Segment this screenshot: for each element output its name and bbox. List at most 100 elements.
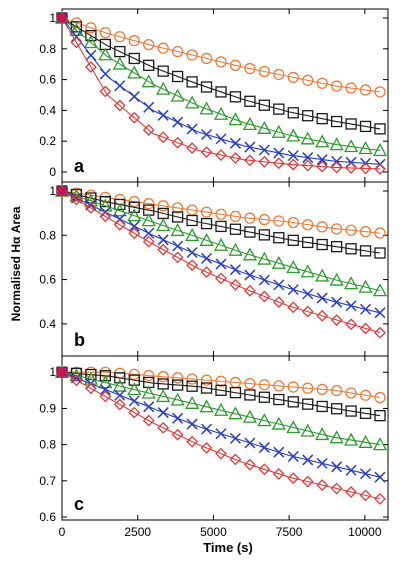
series-line-diamond [61, 371, 381, 500]
data-point-triangle [315, 268, 330, 282]
data-point-triangle [184, 395, 200, 409]
data-point-triangle [300, 264, 315, 278]
data-point-diamond [301, 475, 314, 488]
y-tick-label: 1 [49, 365, 56, 379]
data-point-diamond [258, 290, 271, 303]
y-tick-label: 1 [49, 184, 56, 198]
panel-label-a: a [74, 156, 85, 176]
data-point-triangle [242, 117, 258, 131]
data-point-cross [374, 307, 386, 319]
data-point-triangle [141, 385, 156, 399]
data-point-diamond [359, 322, 372, 335]
data-point-triangle [358, 141, 373, 155]
data-point-square [186, 380, 198, 392]
data-point-circle [157, 371, 169, 383]
data-point-cross [229, 432, 241, 444]
y-tick-label: 0.6 [39, 510, 56, 524]
data-point-cross [143, 227, 155, 239]
data-point-triangle [127, 208, 142, 222]
data-point-triangle [358, 434, 373, 448]
data-point-square [99, 195, 112, 208]
data-point-cross [273, 147, 285, 159]
data-point-diamond [345, 486, 358, 498]
data-point-cross [186, 418, 198, 430]
data-point-circle [287, 216, 299, 229]
data-point-diamond [374, 492, 386, 505]
data-point-circle [215, 56, 227, 68]
data-point-diamond [272, 157, 285, 170]
data-point-triangle [300, 423, 315, 437]
data-point-diamond [316, 309, 329, 322]
data-point-diamond [186, 142, 199, 155]
data-point-triangle [300, 131, 315, 145]
y-tick-label: 0.9 [39, 401, 56, 415]
data-point-cross [186, 123, 198, 135]
data-point-diamond [70, 36, 83, 49]
data-point-diamond [229, 152, 242, 164]
data-point-cross [114, 80, 126, 92]
data-point-triangle [343, 432, 359, 446]
data-point-diamond [200, 146, 213, 159]
data-point-triangle [329, 137, 344, 151]
data-point-square [273, 393, 285, 406]
data-point-square [171, 70, 184, 83]
data-point-square [186, 214, 198, 227]
data-point-square [374, 123, 386, 135]
data-point-cross [215, 428, 227, 440]
x-tick-label: 5000 [200, 525, 227, 539]
data-point-circle [258, 379, 271, 391]
data-point-square [330, 115, 343, 128]
data-point-diamond [215, 447, 227, 460]
data-point-cross [143, 401, 155, 413]
data-point-cross [128, 220, 140, 232]
data-point-cross [273, 446, 285, 458]
data-point-triangle [286, 260, 301, 274]
data-point-triangle [213, 106, 229, 120]
data-point-cross [258, 442, 270, 454]
data-point-diamond [84, 201, 97, 214]
data-point-circle [114, 31, 126, 43]
data-point-diamond [301, 159, 314, 172]
data-point-cross [172, 240, 184, 252]
data-point-square [258, 99, 271, 111]
data-point-diamond [186, 259, 199, 272]
data-point-circle [143, 38, 155, 51]
data-point-triangle [228, 406, 243, 420]
data-point-triangle [83, 35, 99, 49]
data-point-circle [273, 68, 285, 81]
data-point-diamond [99, 210, 112, 223]
data-point-triangle [286, 128, 301, 142]
data-point-square [287, 396, 299, 408]
data-point-circle [244, 62, 256, 75]
data-point-triangle [199, 232, 214, 246]
data-point-triangle [141, 213, 156, 227]
data-point-square [345, 243, 357, 255]
data-point-diamond [128, 227, 141, 240]
data-point-diamond [287, 472, 300, 485]
data-point-circle [171, 45, 184, 58]
data-point-triangle [199, 399, 214, 413]
series-line-triangle [61, 17, 381, 151]
data-point-diamond [84, 61, 97, 73]
data-point-cross [302, 152, 314, 164]
data-point-circle [215, 208, 227, 220]
data-point-diamond [113, 218, 126, 231]
data-point-diamond [243, 458, 256, 471]
data-point-triangle [141, 74, 156, 88]
data-point-diamond [374, 163, 386, 175]
data-point-square [157, 65, 169, 77]
data-point-diamond [142, 124, 155, 136]
data-point-cross [302, 288, 314, 300]
series-line-triangle [61, 190, 381, 292]
data-point-cross [99, 68, 111, 80]
data-point-diamond [99, 85, 112, 98]
data-point-cross [316, 457, 328, 469]
data-point-square [302, 236, 314, 249]
data-point-square [345, 405, 357, 417]
data-point-diamond [128, 406, 141, 419]
data-point-circle [200, 374, 213, 386]
data-point-circle [287, 71, 299, 84]
data-point-circle [128, 35, 140, 47]
start-point [57, 367, 67, 377]
data-point-square [215, 86, 227, 98]
